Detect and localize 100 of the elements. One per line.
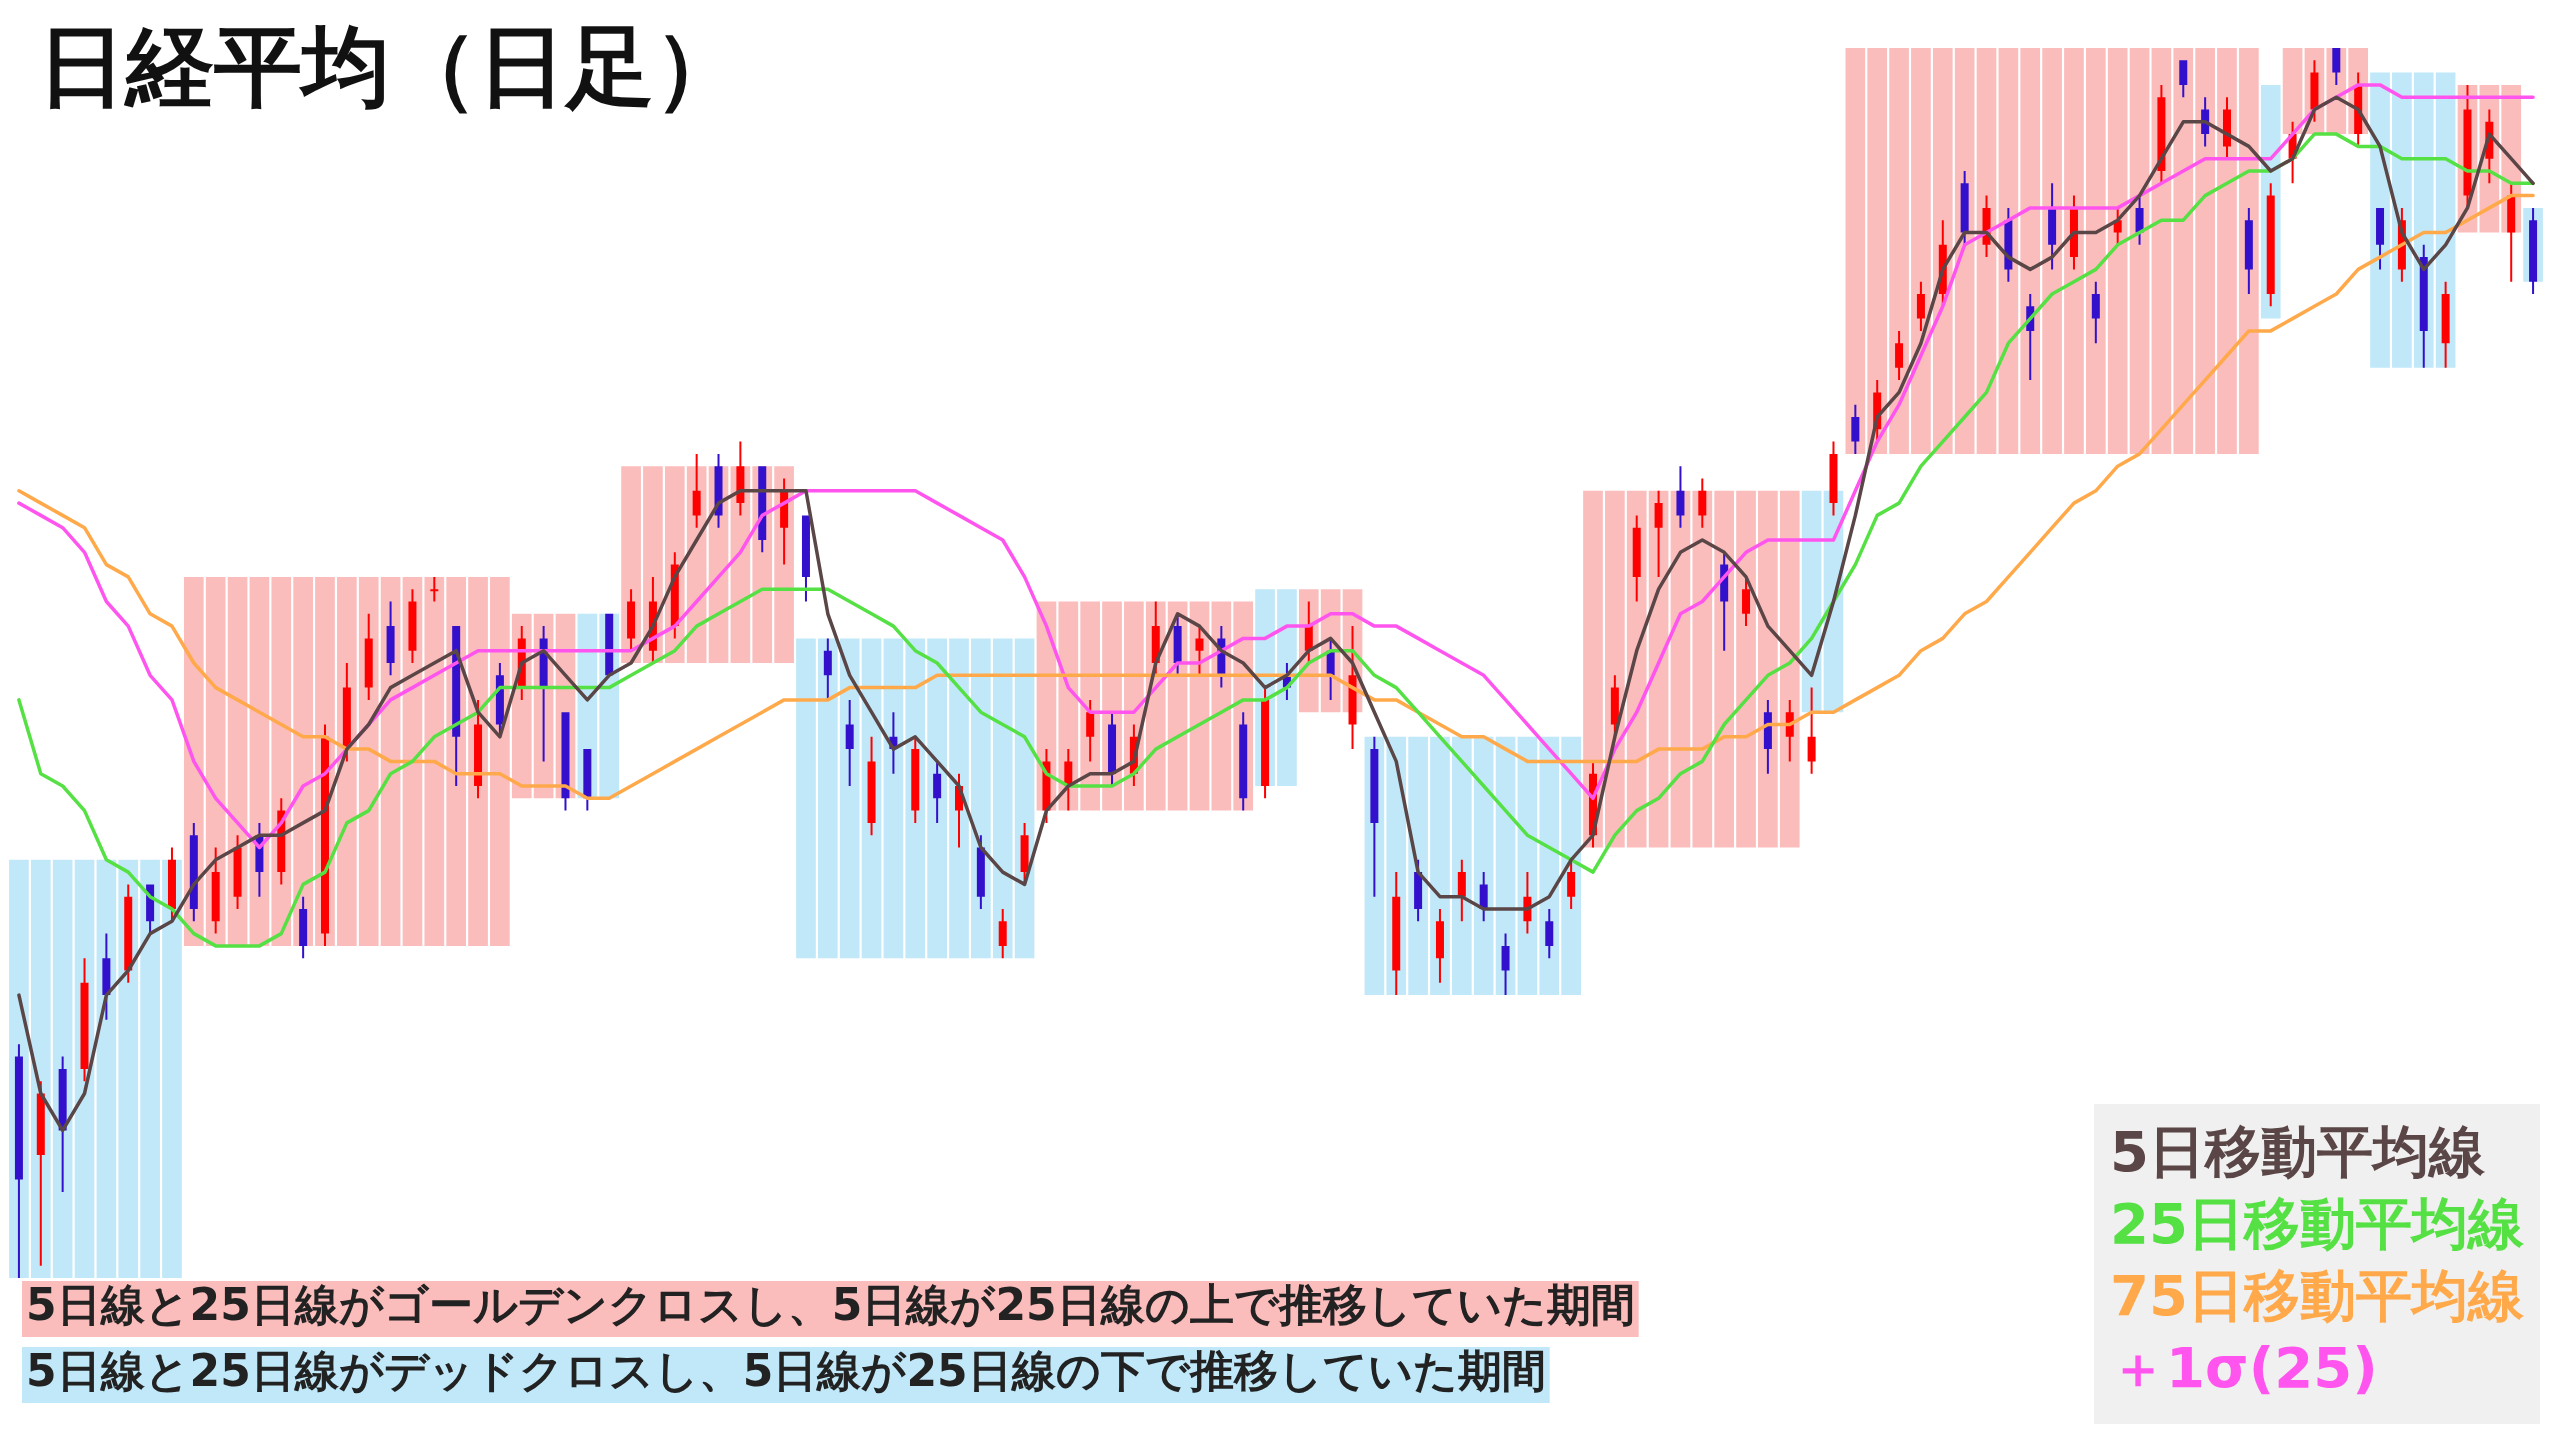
bar: [52, 859, 73, 1278]
bar: [992, 638, 1013, 959]
candlestick: [1435, 909, 1444, 983]
candlestick: [1086, 699, 1095, 762]
candlestick: [2266, 183, 2275, 307]
bar: [2042, 48, 2062, 454]
candlestick: [2048, 183, 2057, 270]
bar: [1867, 48, 1888, 454]
bar: [2085, 48, 2106, 454]
candlestick: [801, 515, 810, 602]
candlestick: [1895, 330, 1904, 381]
bar: [380, 576, 401, 946]
bar: [490, 576, 510, 946]
bar: [293, 576, 313, 946]
candlestick: [1632, 515, 1641, 602]
candlestick: [474, 699, 483, 799]
bar: [883, 638, 904, 959]
bar: [1517, 736, 1538, 996]
candlestick: [627, 589, 636, 651]
candlestick: [299, 896, 308, 959]
candlestick: [1457, 859, 1466, 922]
candlestick: [605, 613, 614, 676]
bar: [839, 638, 860, 959]
bar: [2195, 48, 2215, 454]
candlestick: [14, 1044, 23, 1278]
bar: [1976, 48, 1997, 454]
bar: [1473, 736, 1494, 996]
candlestick: [1654, 490, 1663, 577]
candlestick: [1261, 687, 1270, 799]
candlestick: [1829, 441, 1838, 516]
candlestick: [1807, 687, 1816, 774]
series-label: 5日線と25日線がデッドクロスし、5日線が25日線の下で推移していた期間: [26, 1345, 1546, 1397]
candlestick: [561, 712, 570, 811]
candlestick: [2507, 183, 2516, 282]
text: 75日移動平均線: [2110, 1262, 2525, 1328]
bar: [96, 859, 117, 1278]
candlestick: [2179, 60, 2188, 98]
bar: [402, 576, 423, 946]
bar: [817, 638, 838, 959]
candlestick: [1763, 699, 1772, 774]
bar: [2173, 48, 2194, 454]
bar: [1911, 48, 1931, 454]
candlestick: [58, 1056, 67, 1192]
candlestick: [2135, 195, 2144, 245]
text: 25日移動平均線: [2110, 1190, 2525, 1256]
candlestick: [2463, 84, 2472, 208]
candlestick: [1501, 933, 1510, 996]
text: 5日線と25日線がゴールデンクロスし、5日線が25日線の上で推移していた期間: [26, 1279, 1635, 1331]
candlestick: [714, 453, 723, 528]
bar: [2107, 48, 2128, 454]
candlestick: [2441, 281, 2450, 368]
candlestick: [911, 736, 920, 823]
candlestick: [430, 576, 439, 602]
candlestick: [2157, 84, 2166, 184]
candlestick: [1239, 712, 1248, 811]
candlestick: [736, 441, 745, 516]
candlestick: [1108, 712, 1117, 786]
candlestick: [933, 761, 942, 823]
candlestick: [1916, 281, 1925, 331]
candlestick: [386, 601, 395, 676]
bar: [2020, 48, 2041, 454]
candlestick: [124, 884, 133, 983]
candlestick: [408, 589, 417, 663]
bar: [2064, 48, 2084, 454]
bar: [1692, 490, 1713, 848]
bar: [1889, 48, 1909, 454]
candlestick: [189, 822, 198, 922]
bar: [1845, 48, 1866, 454]
candlestick: [2376, 207, 2385, 270]
bar: [927, 638, 947, 959]
bar: [1430, 736, 1450, 996]
bar: [2239, 48, 2259, 454]
bar: [2129, 48, 2150, 454]
candlestick: [1851, 404, 1860, 454]
chart-title: 日経平均（日足）: [38, 14, 742, 118]
bar: [1779, 490, 1800, 848]
candlestick: [2244, 207, 2253, 294]
candlestick: [823, 638, 832, 700]
bar: [2282, 48, 2303, 135]
bar: [1998, 48, 2019, 454]
candlestick: [211, 847, 220, 934]
candlestick: [342, 663, 351, 762]
candlestick: [1392, 872, 1401, 996]
candlestick: [2332, 48, 2341, 85]
bar: [162, 859, 182, 1278]
candlestick: [976, 835, 985, 909]
candlestick: [2310, 60, 2319, 122]
bar: [424, 576, 445, 946]
bar: [1451, 736, 1472, 996]
candlestick: [36, 1081, 45, 1266]
bar: [1539, 736, 1560, 996]
candlestick: [2091, 281, 2100, 344]
bar: [140, 859, 160, 1278]
bar: [796, 638, 816, 959]
candlestick: [998, 909, 1007, 959]
candlestick: [692, 453, 701, 528]
bar: [1954, 48, 1975, 454]
candlestick: [867, 736, 876, 836]
candlestick: [233, 835, 242, 909]
candlestick: [364, 613, 373, 700]
